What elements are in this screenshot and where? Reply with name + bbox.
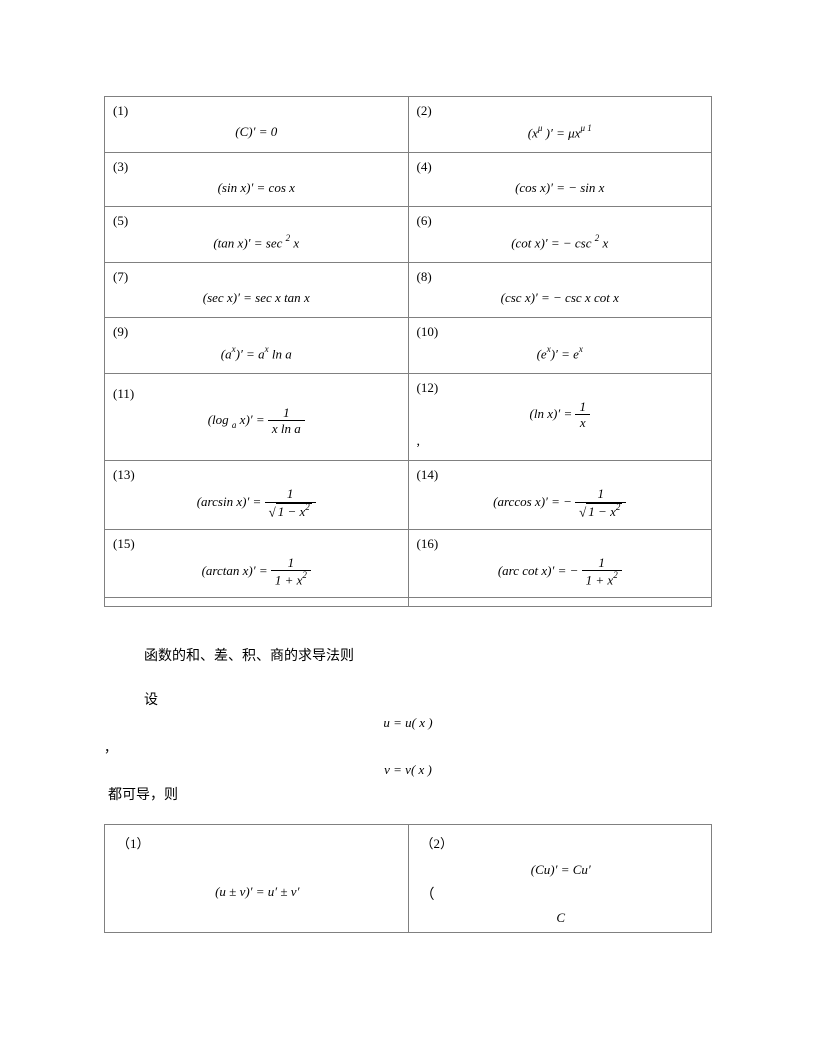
derivative-table-body: (1)(C)′ = 0(2)(xμ )′ = μxμ 1(3)(sin x)′ … bbox=[105, 97, 712, 607]
cell-index: (2) bbox=[417, 103, 704, 123]
cell-formula: (tan x)′ = sec 2 x bbox=[113, 233, 400, 252]
cell-formula: (arctan x)′ = 11 + x2 bbox=[113, 556, 400, 588]
table-row: (9)(ax)′ = ax ln a(10)(ex)′ = ex bbox=[105, 317, 712, 373]
rule-2-index: （2） bbox=[421, 833, 702, 852]
table-cell: (5)(tan x)′ = sec 2 x bbox=[105, 207, 409, 263]
cell-index: (5) bbox=[113, 213, 400, 233]
cell-formula: (ln x)′ = 1x bbox=[417, 400, 704, 430]
cell-formula: (cos x)′ = − sin x bbox=[417, 179, 704, 197]
table-row: (5)(tan x)′ = sec 2 x(6)(cot x)′ = − csc… bbox=[105, 207, 712, 263]
table-cell: (14)(arccos x)′ = − 1√1 − x2 bbox=[408, 461, 712, 530]
cell-index: (11) bbox=[113, 380, 400, 406]
cell-formula: (csc x)′ = − csc x cot x bbox=[417, 289, 704, 307]
cell-comma: , bbox=[417, 434, 704, 450]
table-cell: (10)(ex)′ = ex bbox=[408, 317, 712, 373]
cell-index: (4) bbox=[417, 159, 704, 179]
table-row: (13)(arcsin x)′ = 1√1 − x2(14)(arccos x)… bbox=[105, 461, 712, 530]
rule-2-paren: （ bbox=[421, 884, 702, 904]
cell-index: (1) bbox=[113, 103, 400, 123]
table-cell: (4)(cos x)′ = − sin x bbox=[408, 152, 712, 207]
table-cell: (3)(sin x)′ = cos x bbox=[105, 152, 409, 207]
cell-index: (9) bbox=[113, 324, 400, 344]
rule-2-formula-1: (Cu)′ = Cu′ bbox=[421, 862, 702, 878]
cell-formula: (arccos x)′ = − 1√1 − x2 bbox=[417, 487, 704, 519]
table-cell: (13)(arcsin x)′ = 1√1 − x2 bbox=[105, 461, 409, 530]
blank-cell bbox=[408, 598, 712, 607]
formula-u: u = u( x ) bbox=[104, 715, 712, 731]
rules-cell-2: （2） (Cu)′ = Cu′ （ C bbox=[408, 825, 712, 933]
cell-index: (7) bbox=[113, 269, 400, 289]
cell-index: (16) bbox=[417, 536, 704, 556]
formula-v: v = v( x ) bbox=[104, 762, 712, 778]
table-cell: (9)(ax)′ = ax ln a bbox=[105, 317, 409, 373]
cell-formula: (sec x)′ = sec x tan x bbox=[113, 289, 400, 307]
table-row: (1)(C)′ = 0(2)(xμ )′ = μxμ 1 bbox=[105, 97, 712, 153]
page: (1)(C)′ = 0(2)(xμ )′ = μxμ 1(3)(sin x)′ … bbox=[0, 0, 816, 973]
cell-index: (15) bbox=[113, 536, 400, 556]
table-cell: (15)(arctan x)′ = 11 + x2 bbox=[105, 529, 409, 598]
text-comma: ， bbox=[104, 737, 712, 756]
table-cell: (7)(sec x)′ = sec x tan x bbox=[105, 263, 409, 318]
cell-formula: (C)′ = 0 bbox=[113, 123, 400, 141]
cell-index: (14) bbox=[417, 467, 704, 487]
cell-formula: (xμ )′ = μxμ 1 bbox=[417, 123, 704, 142]
table-cell: (11)(log a x)′ = 1x ln a bbox=[105, 373, 409, 460]
table-cell: (16)(arc cot x)′ = − 11 + x2 bbox=[408, 529, 712, 598]
table-row: (11)(log a x)′ = 1x ln a(12)(ln x)′ = 1x… bbox=[105, 373, 712, 460]
table-cell: (2)(xμ )′ = μxμ 1 bbox=[408, 97, 712, 153]
rules-table: （1） (u ± v)′ = u′ ± v′ （2） (Cu)′ = Cu′ （… bbox=[104, 824, 712, 933]
table-cell: (6)(cot x)′ = − csc 2 x bbox=[408, 207, 712, 263]
table-row: (3)(sin x)′ = cos x(4)(cos x)′ = − sin x bbox=[105, 152, 712, 207]
table-row-blank bbox=[105, 598, 712, 607]
table-cell: (12)(ln x)′ = 1x, bbox=[408, 373, 712, 460]
table-row: (7)(sec x)′ = sec x tan x(8)(csc x)′ = −… bbox=[105, 263, 712, 318]
text-let: 设 bbox=[144, 689, 712, 709]
derivative-table: (1)(C)′ = 0(2)(xμ )′ = μxμ 1(3)(sin x)′ … bbox=[104, 96, 712, 607]
rule-1-index: （1） bbox=[117, 833, 398, 852]
table-cell: (1)(C)′ = 0 bbox=[105, 97, 409, 153]
rule-2-C: C bbox=[421, 910, 702, 926]
cell-formula: (log a x)′ = 1x ln a bbox=[113, 406, 400, 436]
cell-index: (3) bbox=[113, 159, 400, 179]
rules-cell-1: （1） (u ± v)′ = u′ ± v′ bbox=[105, 825, 409, 933]
table-cell: (8)(csc x)′ = − csc x cot x bbox=[408, 263, 712, 318]
rule-1-formula: (u ± v)′ = u′ ± v′ bbox=[117, 884, 398, 900]
text-both: 都可导，则 bbox=[108, 784, 712, 804]
cell-formula: (arcsin x)′ = 1√1 − x2 bbox=[113, 487, 400, 519]
cell-index: (8) bbox=[417, 269, 704, 289]
cell-formula: (ex)′ = ex bbox=[417, 344, 704, 363]
table-row: (15)(arctan x)′ = 11 + x2(16)(arc cot x)… bbox=[105, 529, 712, 598]
cell-formula: (cot x)′ = − csc 2 x bbox=[417, 233, 704, 252]
cell-formula: (sin x)′ = cos x bbox=[113, 179, 400, 197]
rules-row: （1） (u ± v)′ = u′ ± v′ （2） (Cu)′ = Cu′ （… bbox=[105, 825, 712, 933]
cell-index: (12) bbox=[417, 380, 704, 400]
cell-formula: (arc cot x)′ = − 11 + x2 bbox=[417, 556, 704, 588]
cell-index: (13) bbox=[113, 467, 400, 487]
cell-formula: (ax)′ = ax ln a bbox=[113, 344, 400, 363]
cell-index: (6) bbox=[417, 213, 704, 233]
blank-cell bbox=[105, 598, 409, 607]
cell-index: (10) bbox=[417, 324, 704, 344]
section-title: 函数的和、差、积、商的求导法则 bbox=[144, 645, 712, 665]
